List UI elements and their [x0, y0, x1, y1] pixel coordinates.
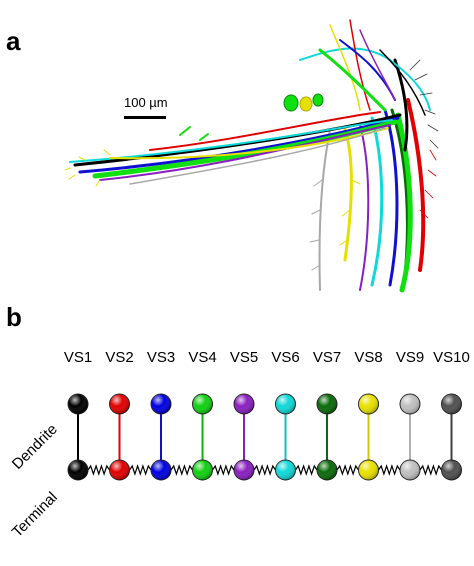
gap-junction-resistor: [336, 464, 359, 476]
dendrite-node-highlight: [400, 394, 420, 414]
neuron-label: VS5: [230, 349, 258, 366]
gap-junction-resistor: [419, 464, 442, 476]
gap-junction-resistor: [378, 464, 401, 476]
scale-bar: [124, 116, 166, 119]
terminal-node-highlight: [192, 460, 213, 480]
vs-coupling-diagram: VS1 VS2 VS3 VS4 VS5 VS6 VS7 VS8 VS9 VS10 Dendrite…: [9, 349, 470, 541]
dendrite-node-highlight: [275, 394, 296, 414]
neuron-label: VS3: [147, 349, 175, 366]
neuron-label: VS6: [271, 349, 299, 366]
terminal-row-label: Terminal: [9, 489, 61, 541]
terminal-node-highlight: [441, 460, 462, 480]
terminal-node-highlight: [358, 460, 379, 480]
neuron-label: VS2: [105, 349, 133, 366]
gap-junction-resistor: [253, 464, 276, 476]
terminal-node-highlight: [109, 460, 130, 480]
dendrite-node-highlight: [192, 394, 213, 414]
dendrite-node-highlight: [68, 394, 88, 414]
dendrite-node-highlight: [317, 394, 337, 414]
dendrite-node-highlight: [234, 394, 254, 414]
panel-a-letter: a: [6, 26, 21, 56]
dendrite-node-highlight: [151, 394, 171, 414]
neuron-label: VS7: [313, 349, 341, 366]
dendrite-node-highlight: [109, 394, 130, 414]
scale-bar-label: 100 µm: [124, 95, 168, 110]
terminal-node-highlight: [275, 460, 296, 480]
dendrite-node-highlight: [441, 394, 462, 414]
neuron-label: VS8: [354, 349, 382, 366]
gap-junction-resistor: [212, 464, 235, 476]
terminal-node-highlight: [400, 460, 420, 480]
gap-junction-resistor: [295, 464, 318, 476]
dendrite-row-label: Dendrite: [9, 421, 61, 473]
gap-junction-resistor: [170, 464, 193, 476]
gap-junction-resistor: [87, 464, 110, 476]
terminal-node-highlight: [234, 460, 254, 480]
gap-junction-resistor: [129, 464, 152, 476]
neuron-label: VS1: [64, 349, 92, 366]
vs-neuron-morphology-image: [64, 19, 439, 293]
panel-b-letter: b: [6, 302, 22, 332]
neuron-label: VS10: [433, 349, 470, 366]
neuron-label: VS9: [396, 349, 424, 366]
terminal-node-highlight: [68, 460, 88, 480]
terminal-node-highlight: [317, 460, 337, 480]
terminal-node-highlight: [151, 460, 171, 480]
dendrite-node-highlight: [358, 394, 379, 414]
neuron-label: VS4: [188, 349, 216, 366]
